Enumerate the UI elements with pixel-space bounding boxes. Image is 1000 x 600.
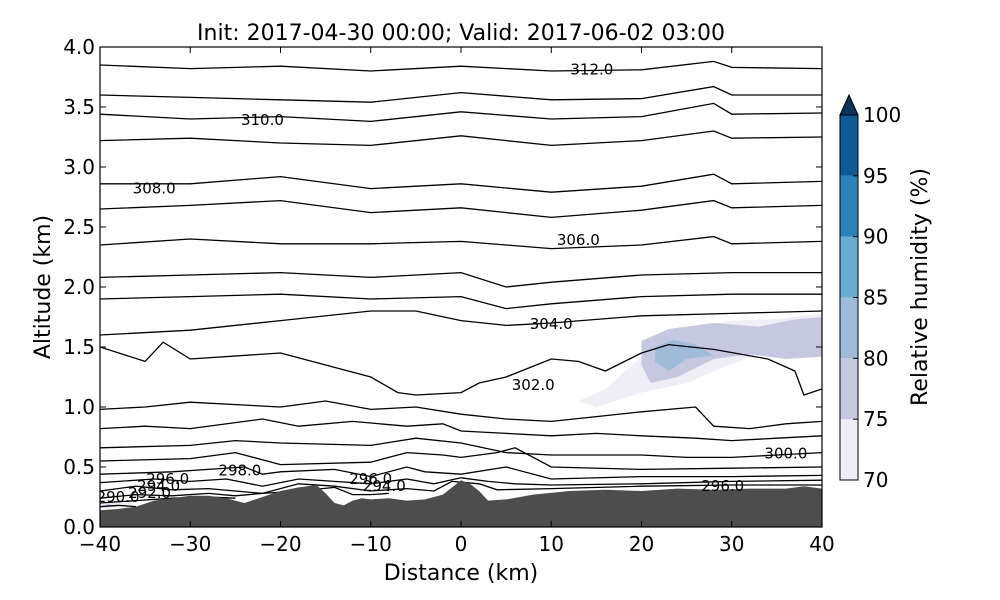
contour-label-text: 306.0: [557, 231, 600, 249]
terrain-layer: [100, 480, 822, 527]
contour-line-5: [100, 199, 822, 219]
x-axis-label: Distance (km): [384, 561, 539, 586]
contour-label-3: 306.0: [557, 231, 600, 249]
contour-line-13: [100, 437, 822, 459]
contour-label-7: 298.0: [218, 461, 261, 479]
contour-label-text: 310.0: [241, 111, 284, 129]
contour-line-16: [100, 477, 822, 487]
contour-line-8: [100, 293, 822, 310]
contour-line-layer: [100, 60, 822, 508]
y-tick-label: 0.5: [63, 455, 95, 479]
contour-label-12: 294.0: [363, 477, 406, 495]
colorbar-segment: [840, 236, 858, 298]
contour-label-9: 296.0: [349, 470, 392, 488]
contour-label-2: 308.0: [133, 179, 176, 197]
contour-label-text: 296.0: [701, 477, 744, 495]
contour-label-8: 296.0: [146, 470, 189, 488]
y-axis: 0.0 0.5 1.0 1.5 2.0 2.5 3.0 3.5 4.0: [63, 35, 822, 539]
colorbar-tick-label: 85: [863, 286, 888, 310]
colorbar-segment: [840, 358, 858, 420]
contour-label-text: 312.0: [570, 61, 613, 79]
contour-line-3: [100, 130, 822, 147]
contour-line-4: [100, 173, 822, 193]
colorbar-tick-label: 90: [863, 225, 888, 249]
contour-label-text: 304.0: [530, 315, 573, 333]
y-tick-label: 1.0: [63, 395, 95, 419]
y-tick-label: 3.0: [63, 155, 95, 179]
x-tick-label: −10: [350, 532, 392, 556]
x-tick-label: −40: [79, 532, 121, 556]
chart-title: Init: 2017-04-30 00:00; Valid: 2017-06-0…: [197, 21, 725, 46]
contour-line-7: [100, 271, 822, 288]
contour-label-14: 290.0: [97, 488, 140, 506]
x-tick-label: 0: [455, 532, 468, 556]
x-tick-label: 10: [539, 532, 564, 556]
contour-line-14: [100, 447, 822, 471]
y-axis-label: Altitude (km): [31, 215, 56, 359]
colorbar-label: Relative humidity (%): [908, 168, 933, 406]
contour-label-11: 294.0: [137, 477, 180, 495]
colorbar-tick-label: 80: [863, 346, 888, 370]
contour-label-5: 302.0: [512, 376, 555, 394]
y-tick-label: 4.0: [63, 35, 95, 59]
contour-line-9: [100, 310, 822, 336]
contour-line-17: [100, 480, 822, 495]
y-tick-label: 0.0: [63, 515, 95, 539]
humidity-region-1: [641, 317, 822, 383]
y-tick-label: 2.0: [63, 275, 95, 299]
contour-label-text: 298.0: [218, 461, 261, 479]
terrain: [100, 480, 822, 527]
colorbar-segment: [840, 297, 858, 359]
contour-label-13: 292.0: [128, 484, 171, 502]
contour-line-20: [100, 504, 137, 508]
contour-line-0: [100, 60, 822, 72]
contour-label-text: 296.0: [146, 470, 189, 488]
contour-label-text: 296.0: [349, 470, 392, 488]
colorbar-tick-label: 75: [863, 407, 888, 431]
contour-label-text: 302.0: [512, 376, 555, 394]
colorbar-segment: [840, 175, 858, 237]
colorbar-tick-label: 70: [863, 468, 888, 492]
plot-area: 312.0 310.0 308.0 306.0 304.0 302.0 300.0 298.0…: [97, 60, 822, 527]
contour-label-4: 304.0: [530, 315, 573, 333]
colorbar-segment: [840, 419, 858, 480]
contour-label-text: 294.0: [363, 477, 406, 495]
contour-label-text: 308.0: [133, 179, 176, 197]
colorbar-segment: [840, 115, 858, 176]
contour-line-6: [100, 235, 822, 250]
contour-label-text: 292.0: [128, 484, 171, 502]
contour-line-11: [100, 400, 822, 430]
contour-label-0: 312.0: [570, 61, 613, 79]
contour-label-6: 300.0: [764, 445, 807, 463]
contour-label-10: 296.0: [701, 477, 744, 495]
y-tick-label: 2.5: [63, 215, 95, 239]
y-tick-label: 3.5: [63, 95, 95, 119]
contour-line-18: [100, 486, 389, 499]
contour-line-2: [100, 102, 822, 123]
x-tick-label: 30: [719, 532, 744, 556]
y-tick-label: 1.5: [63, 335, 95, 359]
contour-label-1: 310.0: [241, 111, 284, 129]
contour-label-text: 290.0: [97, 488, 140, 506]
contour-line-12: [100, 418, 822, 442]
x-tick-label: 40: [809, 532, 834, 556]
contour-line-10: [100, 341, 822, 396]
x-tick-label: −30: [169, 532, 211, 556]
contour-line-15: [100, 466, 822, 480]
contour-label-text: 294.0: [137, 477, 180, 495]
colorbar-tick-label: 95: [863, 164, 888, 188]
contour-label-text: 300.0: [764, 445, 807, 463]
x-axis: −40 −30 −20 −10 0 10 20 30 40: [79, 47, 835, 556]
x-tick-label: 20: [629, 532, 654, 556]
x-tick-label: −20: [259, 532, 301, 556]
colorbar: 70 75 80 85 90 95 100: [839, 93, 901, 492]
colorbar-extend-arrow: [839, 93, 859, 116]
colorbar-tick-label: 100: [863, 103, 901, 127]
contour-label-layer: 312.0 310.0 308.0 306.0 304.0 302.0 300.0 298.0…: [97, 61, 807, 506]
contour-line-1: [100, 85, 822, 103]
